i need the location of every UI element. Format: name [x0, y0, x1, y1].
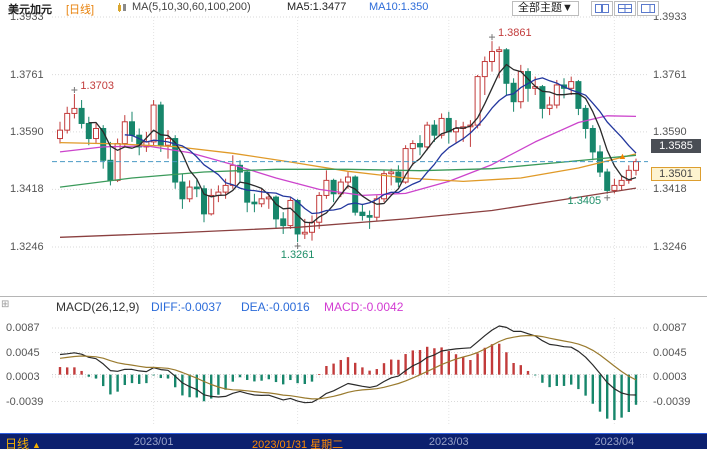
annotation-price-label: 1.3703	[80, 80, 114, 92]
annotation-price-label: 1.3861	[498, 27, 532, 39]
x-axis-label[interactable]: 2023/03	[428, 436, 469, 448]
pane-toggle-icon[interactable]: ⊞	[1, 299, 10, 310]
x-axis-label[interactable]: 2023/04	[594, 436, 635, 448]
macd-macd-value: MACD:-0.0042	[324, 300, 404, 314]
macd-histogram	[58, 343, 638, 420]
ma10-value: MA10:1.350	[369, 1, 429, 13]
period-tag: [日线]	[66, 4, 95, 16]
layout-grid-button[interactable]	[614, 1, 636, 16]
annotation-price-label: 1.3405	[568, 195, 602, 207]
theme-selector-label: 全部主题▼	[518, 2, 573, 14]
layout-grid-icon	[618, 4, 632, 13]
diff-line	[59, 325, 637, 404]
dea-line	[59, 334, 637, 400]
macd-gridlines	[52, 327, 648, 402]
macd-title: MACD(26,12,9)	[56, 300, 140, 314]
triangle-up-icon: ▲	[32, 440, 41, 450]
bottom-bar: 日线 ▲ 2023/01 2023/01/31 星期二 2023/03 2023/04	[0, 433, 707, 452]
date-gridlines	[153, 17, 615, 424]
ma5-line	[88, 63, 637, 224]
ma100-line	[59, 154, 637, 188]
chart-canvas[interactable]: 1.3703 1.3861 1.3261 1.3405	[0, 0, 707, 433]
ma10-line	[124, 77, 637, 215]
ma5-value: MA5:1.3477	[287, 1, 347, 13]
macd-dea-value: DEA:-0.0016	[241, 300, 310, 314]
reference-price-box: 1.3585	[651, 139, 701, 153]
ma-settings-label: MA(5,10,30,60,100,200)	[132, 1, 251, 13]
tab-daily[interactable]: 日线 ▲	[5, 435, 41, 452]
price-direction-arrow-icon: ▲	[618, 151, 627, 161]
layout-sidebar-icon	[641, 4, 655, 13]
last-price-box: 1.3501	[651, 167, 701, 181]
annotation-price-label: 1.3261	[281, 249, 315, 261]
theme-selector-button[interactable]: 全部主题▼	[512, 1, 579, 16]
kline-icon	[116, 2, 128, 16]
ma200-line	[59, 187, 637, 238]
symbol-name: 美元加元	[8, 4, 52, 16]
ma60-line	[59, 141, 637, 183]
x-axis-label-selected[interactable]: 2023/01/31 星期二	[252, 439, 344, 451]
layout-two-column-icon	[595, 4, 609, 13]
candlestick-series	[57, 41, 639, 242]
x-axis-label[interactable]: 2023/01	[133, 436, 174, 448]
macd-diff-value: DIFF:-0.0037	[151, 300, 222, 314]
layout-two-column-button[interactable]	[591, 1, 613, 16]
annotations: 1.3703 1.3861 1.3261 1.3405	[71, 27, 611, 261]
chart-header: 美元加元 [日线] MA(5,10,30,60,100,200) MA5:1.3…	[0, 0, 707, 16]
layout-sidebar-button[interactable]	[637, 1, 659, 16]
tab-daily-label: 日线	[5, 437, 30, 451]
